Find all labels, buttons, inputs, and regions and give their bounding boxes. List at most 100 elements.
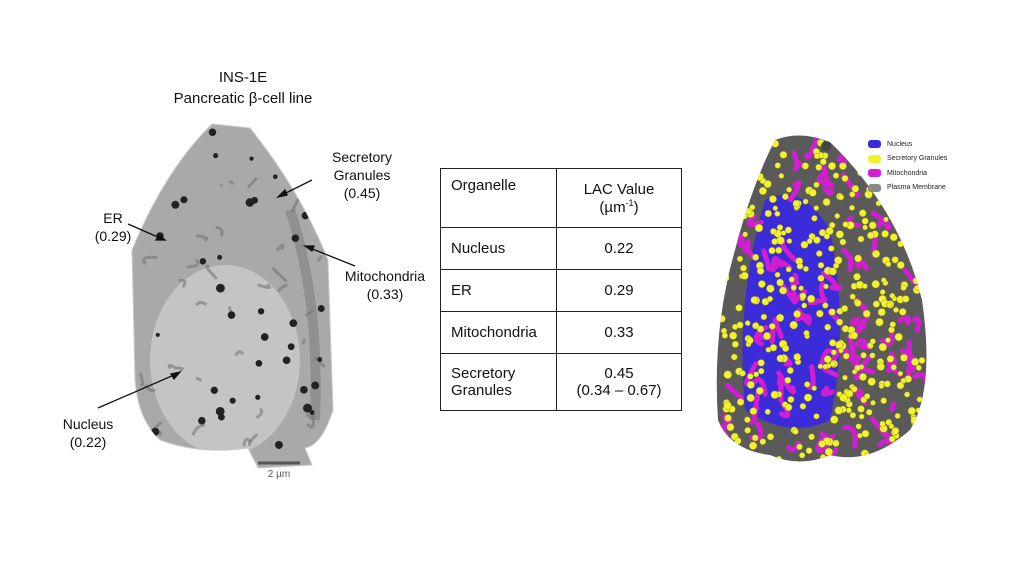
texture (307, 138, 316, 147)
texture (885, 261, 892, 268)
texture (880, 397, 887, 404)
texture (776, 354, 785, 363)
texture (837, 194, 845, 201)
annotation-line: ER (103, 210, 123, 226)
texture (830, 415, 839, 424)
texture (132, 162, 139, 176)
texture (820, 270, 840, 292)
annotation-line: (0.33) (366, 286, 404, 302)
texture (740, 264, 747, 272)
texture (796, 443, 803, 451)
texture (195, 376, 202, 382)
annotation: Nucleus (0.22) (48, 415, 128, 451)
texture (897, 315, 912, 326)
texture (859, 209, 867, 217)
texture (754, 223, 764, 233)
texture (860, 352, 867, 359)
texture (744, 427, 751, 434)
texture (825, 227, 834, 235)
texture (255, 394, 261, 400)
texture (749, 441, 758, 450)
texture (772, 205, 779, 211)
cell-line: 0.45 (604, 365, 634, 382)
legend-entry: Mitochondria (868, 169, 927, 177)
texture (804, 393, 813, 402)
texture (287, 343, 295, 351)
texture (778, 172, 785, 179)
texture (911, 357, 920, 366)
texture (756, 154, 764, 162)
texture (716, 262, 722, 270)
texture (316, 255, 323, 262)
texture (745, 142, 753, 151)
texture (735, 151, 742, 158)
texture (779, 150, 788, 159)
texture (291, 198, 300, 213)
texture (919, 201, 926, 208)
texture (830, 137, 838, 145)
texture (866, 409, 873, 416)
texture (716, 311, 723, 319)
texture (776, 278, 784, 287)
texture (227, 311, 236, 319)
texture (752, 322, 760, 330)
texture (876, 362, 885, 371)
texture (856, 169, 864, 177)
texture (786, 186, 793, 193)
texture (875, 318, 884, 327)
texture (870, 210, 892, 231)
texture (871, 280, 880, 289)
lac-table: Organelle LAC Value (µm-1) Nucleus 0.22 ER… (440, 168, 682, 411)
cell: ER (440, 269, 557, 312)
texture (744, 416, 751, 423)
legend-label: Mitochondria (887, 169, 928, 177)
texture (879, 420, 886, 428)
texture (228, 180, 235, 186)
texture (716, 225, 723, 233)
texture (834, 213, 841, 219)
annotation-line: (0.22) (69, 434, 107, 450)
legend-entry: Secretory Granules (868, 154, 947, 163)
texture (850, 331, 859, 340)
texture (730, 353, 738, 361)
texture (731, 340, 739, 348)
texture (210, 386, 218, 394)
legend-swatch (868, 140, 881, 148)
legend-swatch (868, 169, 881, 177)
texture (851, 184, 860, 193)
texture (853, 354, 873, 381)
texture (835, 341, 843, 349)
texture (768, 323, 776, 330)
texture (788, 276, 795, 283)
cell: Nucleus (440, 227, 557, 270)
texture (878, 342, 887, 352)
texture (896, 381, 905, 390)
texture (801, 302, 808, 309)
texture (736, 398, 745, 406)
texture (859, 344, 868, 351)
annotation: ER (0.29) (78, 209, 148, 245)
texture (820, 385, 835, 397)
unit: µm (604, 198, 626, 216)
texture (793, 310, 802, 318)
texture (305, 309, 314, 317)
texture (771, 238, 779, 245)
texture (764, 209, 772, 218)
texture (760, 137, 770, 146)
texture (792, 199, 801, 208)
texture (900, 284, 907, 291)
texture (770, 256, 785, 273)
texture (289, 319, 298, 328)
texture (845, 389, 854, 398)
cell: 0.33 (556, 311, 682, 354)
texture (744, 207, 753, 216)
texture (839, 393, 848, 402)
texture (784, 376, 792, 384)
texture (763, 180, 772, 189)
texture (766, 433, 775, 441)
texture (257, 283, 271, 290)
texture (816, 309, 824, 318)
texture (756, 267, 765, 275)
texture (792, 428, 799, 435)
